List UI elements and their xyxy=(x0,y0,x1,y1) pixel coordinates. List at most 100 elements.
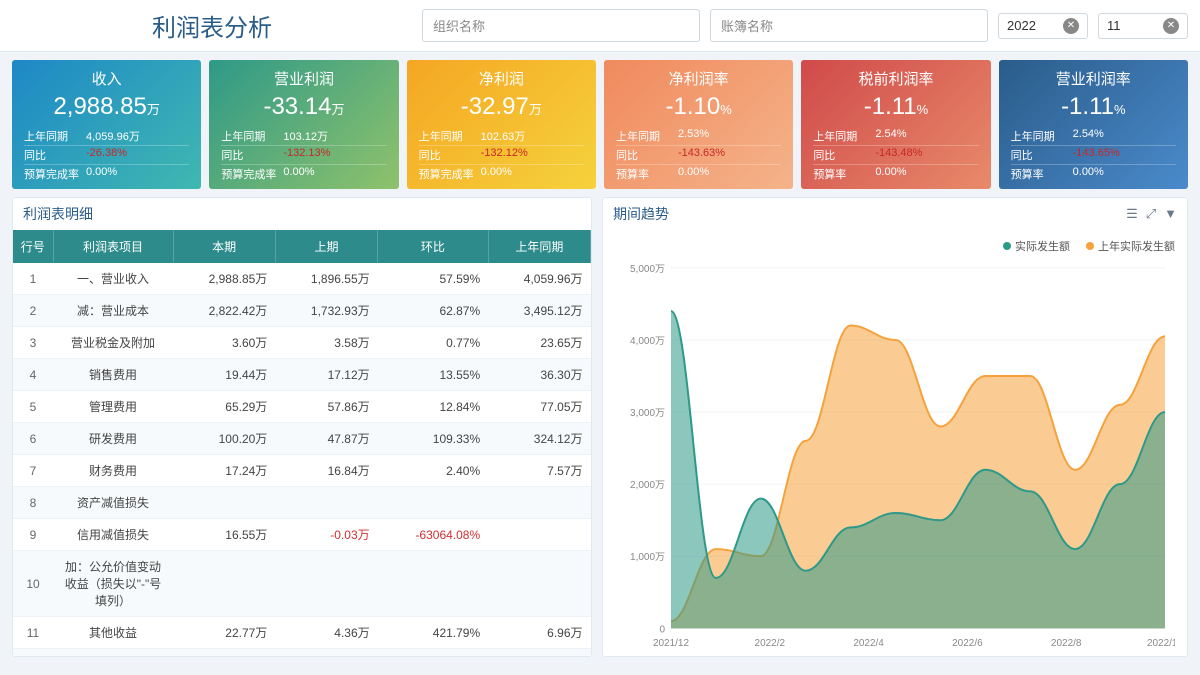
detail-title: 利润表明细 xyxy=(23,204,93,224)
kpi-card[interactable]: 净利润 -32.97万 上年同期102.63万同比-132.12%预算完成率0.… xyxy=(407,60,596,189)
list-icon[interactable]: ☰ xyxy=(1126,206,1138,222)
table-cell xyxy=(378,487,489,519)
table-cell: 13.55% xyxy=(378,359,489,391)
org-filter[interactable]: 组织名称 xyxy=(422,9,700,42)
table-cell: 22.77万 xyxy=(173,617,275,649)
close-icon[interactable]: ✕ xyxy=(1063,18,1079,34)
table-row[interactable]: 3营业税金及附加3.60万3.58万0.77%23.65万 xyxy=(13,327,591,359)
table-cell xyxy=(378,551,489,617)
table-cell: 1 xyxy=(13,263,53,295)
table-row[interactable]: 12投资收益（损失以"-"号填列） xyxy=(13,649,591,657)
table-cell: 资产减值损失 xyxy=(53,487,173,519)
table-row[interactable]: 2减：营业成本2,822.42万1,732.93万62.87%3,495.12万 xyxy=(13,295,591,327)
table-row[interactable]: 11其他收益22.77万4.36万421.79%6.96万 xyxy=(13,617,591,649)
table-cell: 23.65万 xyxy=(488,327,590,359)
kpi-title: 收入 xyxy=(24,68,189,89)
table-row[interactable]: 1一、营业收入2,988.85万1,896.55万57.59%4,059.96万 xyxy=(13,263,591,295)
table-header[interactable]: 利润表项目 xyxy=(53,230,173,263)
kpi-card[interactable]: 收入 2,988.85万 上年同期4,059.96万同比-26.38%预算完成率… xyxy=(12,60,201,189)
table-header[interactable]: 本期 xyxy=(173,230,275,263)
table-cell: 57.86万 xyxy=(275,391,377,423)
legend-item[interactable]: 上年实际发生额 xyxy=(1086,238,1175,254)
kpi-card[interactable]: 营业利润 -33.14万 上年同期103.12万同比-132.13%预算完成率0… xyxy=(209,60,398,189)
kpi-value: -1.11% xyxy=(813,93,978,121)
filter-icon[interactable]: ▼ xyxy=(1164,206,1177,222)
table-cell: 7 xyxy=(13,455,53,487)
table-cell: 7.57万 xyxy=(488,455,590,487)
table-cell: 2.40% xyxy=(378,455,489,487)
table-header[interactable]: 上期 xyxy=(275,230,377,263)
table-cell: -63064.08% xyxy=(378,519,489,551)
table-cell: 65.29万 xyxy=(173,391,275,423)
table-cell: 一、营业收入 xyxy=(53,263,173,295)
month-filter[interactable]: 11 ✕ xyxy=(1098,13,1188,39)
kpi-title: 营业利润 xyxy=(221,68,386,89)
table-cell: 10 xyxy=(13,551,53,617)
table-cell: 4 xyxy=(13,359,53,391)
kpi-card[interactable]: 营业利润率 -1.11% 上年同期2.54%同比-143.65%预算率0.00% xyxy=(999,60,1188,189)
table-header[interactable]: 环比 xyxy=(378,230,489,263)
svg-text:2022/10: 2022/10 xyxy=(1147,638,1175,649)
table-header[interactable]: 行号 xyxy=(13,230,53,263)
trend-chart[interactable]: 01,000万2,000万3,000万4,000万5,000万2021/1220… xyxy=(615,258,1175,652)
year-filter[interactable]: 2022 ✕ xyxy=(998,13,1088,39)
svg-text:2,000万: 2,000万 xyxy=(630,480,665,491)
table-cell: 36.30万 xyxy=(488,359,590,391)
kpi-card[interactable]: 税前利润率 -1.11% 上年同期2.54%同比-143.48%预算率0.00% xyxy=(801,60,990,189)
table-cell xyxy=(275,551,377,617)
table-row[interactable]: 4销售费用19.44万17.12万13.55%36.30万 xyxy=(13,359,591,391)
table-row[interactable]: 6研发费用100.20万47.87万109.33%324.12万 xyxy=(13,423,591,455)
table-cell xyxy=(378,649,489,657)
table-cell: 营业税金及附加 xyxy=(53,327,173,359)
table-cell: 2,988.85万 xyxy=(173,263,275,295)
table-cell: 324.12万 xyxy=(488,423,590,455)
kpi-details: 上年同期2.53%同比-143.63%预算率0.00% xyxy=(616,127,781,183)
table-cell xyxy=(275,487,377,519)
table-cell xyxy=(488,649,590,657)
expand-icon[interactable]: ⤢ xyxy=(1146,206,1156,222)
table-cell xyxy=(173,487,275,519)
table-cell: 16.55万 xyxy=(173,519,275,551)
svg-text:4,000万: 4,000万 xyxy=(630,336,665,347)
table-row[interactable]: 5管理费用65.29万57.86万12.84%77.05万 xyxy=(13,391,591,423)
table-cell: 加：公允价值变动收益（损失以"-"号填列） xyxy=(53,551,173,617)
table-cell: 3 xyxy=(13,327,53,359)
table-row[interactable]: 7财务费用17.24万16.84万2.40%7.57万 xyxy=(13,455,591,487)
svg-text:2022/4: 2022/4 xyxy=(853,638,884,649)
table-cell: -0.03万 xyxy=(275,519,377,551)
header-bar: 利润表分析 组织名称 账簿名称 2022 ✕ 11 ✕ xyxy=(0,0,1200,52)
table-cell: 1,732.93万 xyxy=(275,295,377,327)
page-title: 利润表分析 xyxy=(12,8,412,43)
table-row[interactable]: 8资产减值损失 xyxy=(13,487,591,519)
table-cell xyxy=(173,551,275,617)
table-row[interactable]: 10加：公允价值变动收益（损失以"-"号填列） xyxy=(13,551,591,617)
table-cell: 19.44万 xyxy=(173,359,275,391)
kpi-title: 营业利润率 xyxy=(1011,68,1176,89)
svg-text:2022/8: 2022/8 xyxy=(1051,638,1082,649)
svg-text:2022/6: 2022/6 xyxy=(952,638,983,649)
svg-text:3,000万: 3,000万 xyxy=(630,408,665,419)
book-filter[interactable]: 账簿名称 xyxy=(710,9,988,42)
trend-title: 期间趋势 xyxy=(613,204,669,224)
table-header[interactable]: 上年同期 xyxy=(488,230,590,263)
close-icon[interactable]: ✕ xyxy=(1163,18,1179,34)
kpi-details: 上年同期4,059.96万同比-26.38%预算完成率0.00% xyxy=(24,127,189,183)
table-cell: 77.05万 xyxy=(488,391,590,423)
table-cell: 12.84% xyxy=(378,391,489,423)
table-row[interactable]: 9信用减值损失16.55万-0.03万-63064.08% xyxy=(13,519,591,551)
kpi-card[interactable]: 净利润率 -1.10% 上年同期2.53%同比-143.63%预算率0.00% xyxy=(604,60,793,189)
kpi-details: 上年同期103.12万同比-132.13%预算完成率0.00% xyxy=(221,127,386,183)
legend-item[interactable]: 实际发生额 xyxy=(1003,238,1070,254)
svg-text:2021/12: 2021/12 xyxy=(653,638,690,649)
kpi-row: 收入 2,988.85万 上年同期4,059.96万同比-26.38%预算完成率… xyxy=(0,52,1200,197)
table-cell: 减：营业成本 xyxy=(53,295,173,327)
trend-panel: 期间趋势 ☰ ⤢ ▼ 实际发生额上年实际发生额 01,000万2,000万3,0… xyxy=(602,197,1188,657)
table-cell: 17.24万 xyxy=(173,455,275,487)
table-cell: 11 xyxy=(13,617,53,649)
table-scroll[interactable]: 行号利润表项目本期上期环比上年同期 1一、营业收入2,988.85万1,896.… xyxy=(13,230,591,656)
svg-text:5,000万: 5,000万 xyxy=(630,264,665,275)
table-cell: 47.87万 xyxy=(275,423,377,455)
table-cell: 8 xyxy=(13,487,53,519)
table-cell: 信用减值损失 xyxy=(53,519,173,551)
kpi-details: 上年同期2.54%同比-143.65%预算率0.00% xyxy=(1011,127,1176,183)
